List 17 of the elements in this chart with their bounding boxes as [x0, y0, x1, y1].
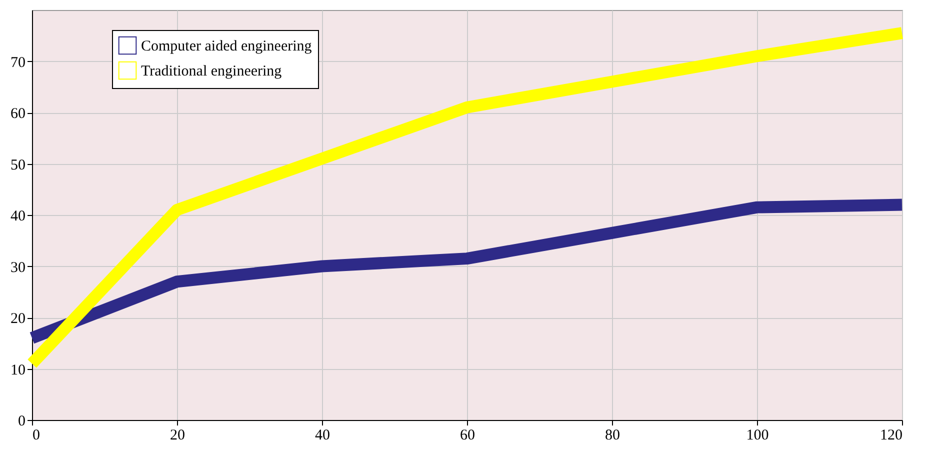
- y-tick-label: 20: [10, 311, 26, 327]
- x-tick-label: 60: [460, 428, 475, 444]
- y-tick-label: 70: [10, 54, 26, 71]
- y-tick-label: 10: [10, 362, 26, 378]
- x-tick-label: 80: [605, 428, 620, 444]
- y-tick-label: 40: [10, 208, 26, 224]
- x-tick-label: 100: [746, 428, 769, 444]
- y-tick-label: 60: [10, 106, 26, 122]
- y-tick-label: 0: [18, 414, 26, 430]
- x-tick-label: 40: [315, 428, 330, 444]
- x-tick-label: 20: [170, 428, 185, 444]
- y-tick-label: 30: [10, 260, 26, 276]
- legend-label: Computer aided engineering: [141, 38, 312, 54]
- x-tick-label: 0: [32, 428, 40, 444]
- y-tick-label: 50: [10, 157, 26, 174]
- legend-label: Traditional engineering: [141, 64, 282, 80]
- x-tick-label: 120: [880, 428, 902, 444]
